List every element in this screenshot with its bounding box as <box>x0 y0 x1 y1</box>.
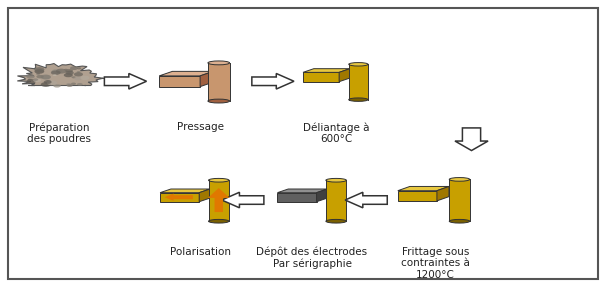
Circle shape <box>77 71 81 73</box>
Polygon shape <box>339 69 350 82</box>
Polygon shape <box>200 71 213 87</box>
Polygon shape <box>316 189 327 202</box>
Circle shape <box>75 67 79 69</box>
Circle shape <box>77 67 81 69</box>
Circle shape <box>44 80 52 84</box>
Circle shape <box>33 78 38 81</box>
Polygon shape <box>165 193 193 201</box>
Polygon shape <box>345 192 387 208</box>
Ellipse shape <box>449 177 470 181</box>
Polygon shape <box>208 188 230 212</box>
Circle shape <box>52 69 61 74</box>
Text: Pressage: Pressage <box>177 122 224 132</box>
Polygon shape <box>208 180 229 221</box>
Circle shape <box>53 84 61 88</box>
Polygon shape <box>303 69 350 72</box>
Text: Déliantage à
600°C: Déliantage à 600°C <box>303 122 369 144</box>
Circle shape <box>74 72 83 77</box>
Polygon shape <box>208 63 230 101</box>
Circle shape <box>74 77 82 80</box>
Polygon shape <box>104 73 147 89</box>
Circle shape <box>28 79 32 81</box>
Circle shape <box>36 73 40 75</box>
Ellipse shape <box>449 220 470 223</box>
Circle shape <box>71 83 76 85</box>
Circle shape <box>53 74 57 76</box>
Ellipse shape <box>208 99 230 103</box>
Circle shape <box>64 73 73 77</box>
Circle shape <box>72 76 76 78</box>
Polygon shape <box>348 64 368 100</box>
Circle shape <box>33 79 41 82</box>
Circle shape <box>67 84 73 87</box>
Polygon shape <box>199 189 210 202</box>
Circle shape <box>46 80 51 82</box>
Circle shape <box>77 83 83 86</box>
Polygon shape <box>160 193 199 202</box>
Circle shape <box>41 82 51 87</box>
Ellipse shape <box>208 220 229 223</box>
Polygon shape <box>278 189 327 193</box>
Ellipse shape <box>348 98 368 102</box>
Text: Dépôt des électrodes
Par sérigraphie: Dépôt des électrodes Par sérigraphie <box>256 247 368 269</box>
Polygon shape <box>159 71 213 76</box>
Circle shape <box>26 75 35 79</box>
Circle shape <box>41 75 50 80</box>
Circle shape <box>47 80 57 85</box>
Ellipse shape <box>326 220 347 223</box>
Polygon shape <box>398 191 437 201</box>
Polygon shape <box>437 186 449 201</box>
Polygon shape <box>326 180 347 221</box>
Polygon shape <box>455 128 488 151</box>
Polygon shape <box>449 180 470 221</box>
Polygon shape <box>398 186 449 191</box>
Polygon shape <box>160 189 210 193</box>
Ellipse shape <box>208 178 229 182</box>
Circle shape <box>35 69 44 74</box>
Ellipse shape <box>326 178 347 182</box>
Polygon shape <box>278 193 316 202</box>
Circle shape <box>64 69 68 70</box>
Text: Frittage sous
contraintes à
1200°C: Frittage sous contraintes à 1200°C <box>401 247 470 280</box>
Polygon shape <box>303 72 339 82</box>
Circle shape <box>36 75 44 78</box>
Text: Préparation
des poudres: Préparation des poudres <box>27 122 92 144</box>
Ellipse shape <box>348 63 368 66</box>
Polygon shape <box>252 73 294 89</box>
Circle shape <box>70 66 78 70</box>
Polygon shape <box>222 192 264 208</box>
Circle shape <box>35 67 44 72</box>
Text: Polarisation: Polarisation <box>170 247 231 257</box>
Circle shape <box>81 76 90 80</box>
Circle shape <box>65 71 74 75</box>
Polygon shape <box>159 76 200 87</box>
Ellipse shape <box>208 61 230 65</box>
Polygon shape <box>18 64 105 86</box>
Circle shape <box>56 69 67 74</box>
Circle shape <box>66 83 72 86</box>
Circle shape <box>52 69 62 74</box>
Circle shape <box>41 75 51 79</box>
Circle shape <box>51 70 61 75</box>
Circle shape <box>65 69 73 73</box>
Circle shape <box>27 79 36 84</box>
